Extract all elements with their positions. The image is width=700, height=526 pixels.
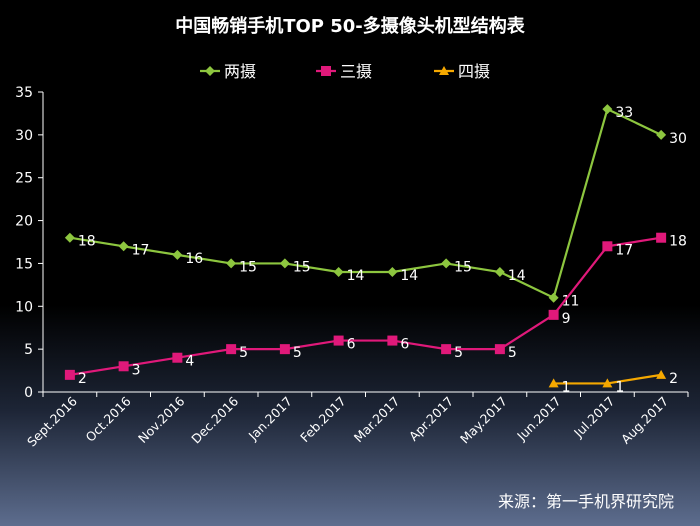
data-point bbox=[656, 232, 667, 243]
y-tick-label: 0 bbox=[24, 385, 33, 401]
data-point bbox=[226, 344, 237, 355]
y-tick-label: 35 bbox=[15, 85, 33, 101]
data-label: 1 bbox=[615, 379, 624, 395]
data-point bbox=[387, 267, 398, 277]
legend-label: 四摄 bbox=[458, 62, 490, 81]
y-tick-label: 10 bbox=[15, 299, 33, 315]
data-point bbox=[656, 369, 667, 379]
data-label: 14 bbox=[347, 268, 365, 284]
x-tick-label: Jun.2017 bbox=[513, 394, 563, 444]
legend-item-3: 四摄 bbox=[434, 62, 490, 81]
x-tick-label: Oct.2016 bbox=[83, 393, 134, 444]
data-label: 6 bbox=[400, 337, 409, 353]
data-point bbox=[602, 104, 613, 115]
x-tick-label: Jan.2017 bbox=[245, 394, 295, 444]
data-point bbox=[548, 309, 559, 320]
data-point bbox=[494, 344, 505, 355]
data-point bbox=[118, 241, 129, 252]
y-tick-label: 20 bbox=[15, 214, 33, 230]
x-tick-label: Dec.2016 bbox=[188, 393, 241, 446]
data-point bbox=[226, 258, 237, 269]
data-point bbox=[494, 267, 505, 277]
data-label: 2 bbox=[78, 371, 87, 387]
data-label: 1 bbox=[562, 379, 571, 395]
x-tick-label: Apr.2017 bbox=[406, 394, 456, 444]
data-label: 5 bbox=[239, 345, 248, 361]
data-point bbox=[441, 344, 452, 355]
data-label: 16 bbox=[185, 251, 203, 267]
y-tick-label: 30 bbox=[15, 128, 33, 144]
data-point bbox=[172, 352, 183, 363]
data-point bbox=[548, 378, 559, 388]
data-label: 4 bbox=[185, 354, 194, 370]
data-point bbox=[656, 129, 667, 140]
data-label: 9 bbox=[562, 311, 571, 327]
data-label: 6 bbox=[347, 337, 356, 353]
legend-marker bbox=[321, 66, 331, 76]
y-tick-label: 5 bbox=[24, 342, 33, 358]
data-point bbox=[333, 267, 344, 277]
data-point bbox=[602, 241, 613, 252]
source-note: 来源：第一手机界研究院 bbox=[497, 492, 674, 511]
data-label: 18 bbox=[78, 234, 96, 250]
data-label: 3 bbox=[132, 362, 141, 378]
data-point bbox=[64, 232, 75, 243]
x-tick-label: May.2017 bbox=[457, 394, 510, 447]
y-tick-label: 25 bbox=[15, 171, 33, 187]
data-point bbox=[279, 258, 290, 269]
data-label: 14 bbox=[508, 268, 526, 284]
x-tick-label: Sept.2016 bbox=[24, 393, 80, 449]
data-label: 17 bbox=[615, 242, 633, 258]
data-label: 5 bbox=[508, 345, 517, 361]
data-label: 14 bbox=[400, 268, 418, 284]
data-point bbox=[333, 335, 344, 346]
data-point bbox=[387, 335, 398, 346]
x-tick-label: Nov.2016 bbox=[135, 393, 188, 446]
legend-item-1: 两摄 bbox=[200, 62, 256, 81]
data-label: 15 bbox=[239, 259, 257, 275]
legend-label: 两摄 bbox=[224, 62, 256, 81]
chart-title: 中国畅销手机TOP 50-多摄像头机型结构表 bbox=[175, 15, 526, 37]
data-label: 2 bbox=[669, 371, 678, 387]
data-label: 33 bbox=[615, 105, 633, 121]
series-line bbox=[69, 236, 662, 376]
series-3: 1 1 2 bbox=[548, 369, 678, 395]
data-label: 5 bbox=[293, 345, 302, 361]
data-point bbox=[602, 378, 613, 388]
data-point bbox=[118, 361, 129, 372]
data-point bbox=[64, 369, 75, 380]
x-tick-label: Mar.2017 bbox=[351, 394, 403, 446]
legend-marker bbox=[439, 66, 449, 75]
data-point bbox=[279, 344, 290, 355]
data-label: 18 bbox=[669, 234, 687, 250]
data-label: 15 bbox=[454, 259, 472, 275]
data-point bbox=[172, 249, 183, 260]
data-point bbox=[441, 258, 452, 269]
legend: 两摄 三摄 四摄 bbox=[200, 62, 490, 81]
data-label: 5 bbox=[454, 345, 463, 361]
data-label: 30 bbox=[669, 131, 687, 147]
x-tick-label: Feb.2017 bbox=[297, 394, 349, 446]
legend-label: 三摄 bbox=[340, 62, 372, 81]
y-tick-label: 15 bbox=[15, 256, 33, 272]
legend-marker bbox=[205, 66, 215, 76]
series-line bbox=[69, 107, 662, 300]
x-tick-label: Jul.2017 bbox=[570, 394, 617, 441]
series-2: 2 3 4 5 5 6 6 5 5 9 17 18 bbox=[64, 232, 687, 387]
data-label: 17 bbox=[132, 242, 150, 258]
x-tick-label: Aug.2017 bbox=[618, 394, 671, 447]
legend-item-2: 三摄 bbox=[316, 62, 372, 81]
data-point bbox=[548, 292, 559, 303]
data-label: 15 bbox=[293, 259, 311, 275]
